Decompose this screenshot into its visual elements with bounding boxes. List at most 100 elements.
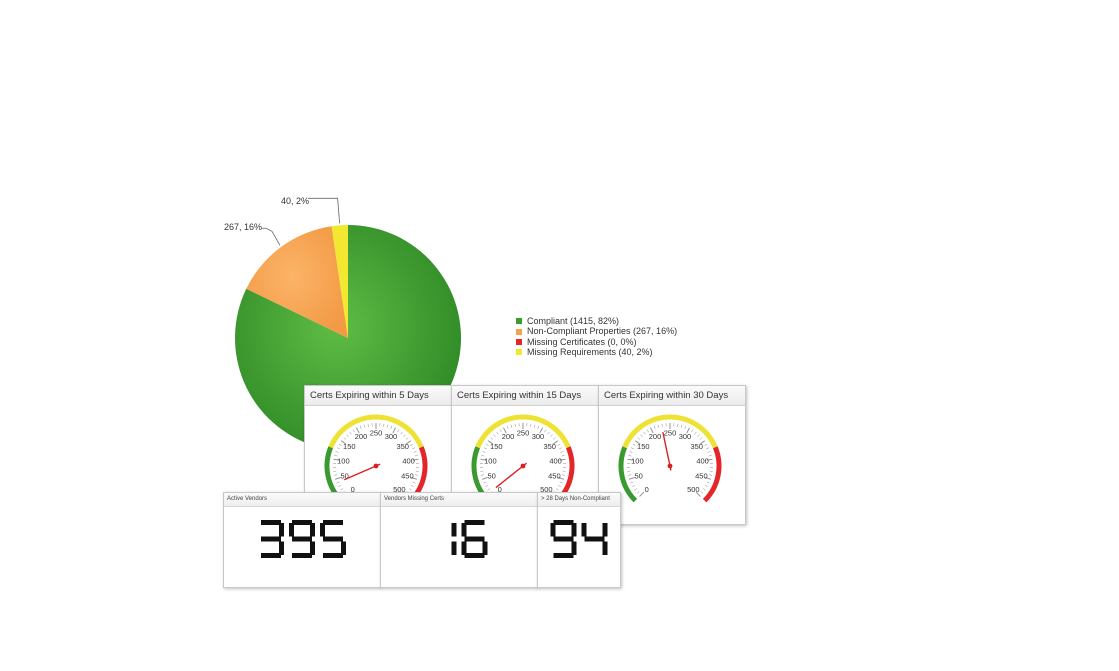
gauge-minor-tick [408, 488, 412, 491]
gauge-minor-tick [480, 474, 485, 476]
gauge-minor-tick [499, 429, 502, 433]
lcd-segment [279, 541, 284, 555]
gauge-tick-label: 300 [385, 432, 398, 441]
pie-legend: Compliant (1415, 82%) Non-Compliant Prop… [516, 316, 677, 358]
gauge-minor-tick [412, 481, 416, 484]
gauge-tick-label: 350 [690, 442, 703, 451]
gauge-minor-tick [510, 424, 513, 428]
gauge-minor-tick [697, 434, 700, 438]
gauge-minor-tick [383, 423, 385, 427]
gauge-minor-tick [632, 485, 636, 487]
legend-swatch [516, 338, 522, 345]
gauge-minor-tick [708, 455, 712, 457]
gauge-minor-tick [390, 425, 393, 429]
gauge-minor-tick [547, 431, 550, 435]
gauge-minor-tick [560, 451, 564, 453]
gauge-minor-tick [352, 429, 355, 433]
gauge-minor-tick [414, 455, 418, 457]
gauge-minor-tick [640, 434, 643, 438]
pie-leader-line [262, 227, 281, 246]
legend-label: Missing Certificates (0, 0%) [527, 336, 637, 347]
legend-label: Missing Requirements (40, 2%) [527, 347, 653, 358]
legend-swatch [516, 349, 522, 356]
gauge-tick-label: 150 [343, 442, 356, 451]
gauge-major-tick [480, 458, 487, 461]
lcd-segment [279, 523, 284, 537]
gauge-minor-tick [490, 437, 494, 440]
gauge-minor-tick [653, 425, 656, 429]
gauge-minor-tick [412, 447, 416, 450]
pie-slice-1 [246, 226, 348, 338]
gauge-major-tick [650, 427, 654, 434]
kpi-value-display [550, 520, 608, 558]
gauge-major-tick [695, 491, 701, 497]
gauge-tick-label: 50 [340, 472, 348, 481]
kpi-title: Vendors Missing Certs [381, 493, 537, 507]
gauge-minor-tick [483, 481, 487, 484]
gauge-tick-label: 300 [679, 432, 692, 441]
gauge-tick-label: 100 [484, 456, 497, 465]
gauge-tick-label: 0 [645, 485, 649, 494]
gauge-minor-tick [533, 424, 536, 428]
gauge-tick-label: 150 [490, 442, 503, 451]
gauge-minor-tick [550, 434, 553, 438]
gauge-minor-tick [630, 481, 634, 484]
pie-callout-non-compliant: 267, 16% [224, 222, 263, 232]
gauge-minor-tick [702, 488, 706, 491]
gauge-minor-tick [632, 443, 636, 446]
gauge-tick-label: 450 [548, 472, 561, 481]
lcd-segment [581, 523, 587, 537]
gauge-minor-tick [333, 474, 338, 476]
gauge-major-tick [333, 458, 340, 461]
gauge-major-tick [627, 458, 634, 461]
lcd-segment [451, 523, 457, 537]
gauge-band-1 [622, 414, 718, 449]
gauge-tick-label: 250 [370, 429, 383, 438]
lcd-segment [464, 520, 485, 525]
gauge-minor-tick [414, 474, 419, 476]
gauge-minor-tick [637, 437, 641, 440]
lcd-segment [553, 520, 574, 525]
gauge-tick-label: 350 [543, 442, 556, 451]
gauge-tick-label: 450 [401, 472, 414, 481]
gauge-minor-tick [677, 423, 679, 427]
gauge-minor-tick [684, 425, 687, 429]
gauge-minor-tick [561, 474, 566, 476]
lcd-segment [553, 553, 574, 558]
lcd-segment [292, 520, 312, 525]
gauge-tick-label: 100 [631, 456, 644, 465]
gauge-tick-label: 50 [487, 472, 495, 481]
gauge-minor-tick [487, 488, 491, 491]
gauge-minor-tick [530, 423, 532, 427]
gauge-minor-tick [386, 424, 389, 428]
gauge-band-2 [702, 446, 722, 503]
gauge-major-tick [628, 477, 635, 480]
gauge-tick-label: 0 [498, 485, 502, 494]
gauge-minor-tick [706, 447, 710, 450]
gauge-major-tick [634, 440, 641, 445]
gauge-minor-tick [336, 481, 340, 484]
gauge-minor-tick [405, 437, 409, 440]
legend-item-missing-requirements: Missing Requirements (40, 2%) [516, 347, 677, 357]
kpi-panel-active-vendors: Active Vendors [223, 492, 381, 588]
gauge-pivot [520, 463, 526, 469]
lcd-segment [310, 541, 315, 555]
lcd-segment [461, 541, 467, 555]
gauge-major-tick [481, 477, 488, 480]
gauge-major-tick [639, 491, 645, 497]
gauge-minor-tick [363, 424, 366, 428]
lcd-segment [261, 553, 281, 558]
gauge-major-tick [558, 477, 565, 480]
gauge-minor-tick [485, 485, 489, 487]
gauge-minor-tick [410, 485, 414, 487]
gauge-minor-tick [552, 437, 556, 440]
gauge-major-tick [705, 477, 712, 480]
gauge-minor-tick [634, 488, 638, 491]
kpi-value-display [261, 520, 346, 558]
gauge-tick-label: 300 [532, 432, 545, 441]
gauge-minor-tick [506, 425, 509, 429]
legend-item-compliant: Compliant (1415, 82%) [516, 316, 677, 326]
gauge-minor-tick [694, 431, 697, 435]
gauge-tick-label: 100 [337, 456, 350, 465]
